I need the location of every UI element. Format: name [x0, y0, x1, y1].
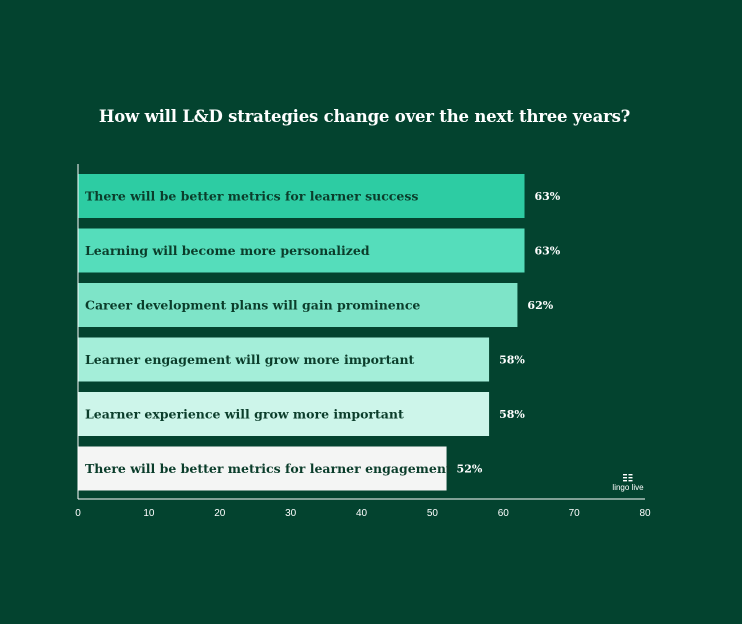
chart-title: How will L&D strategies change over the …	[98, 107, 631, 126]
bar-value-label-5: 58%	[499, 408, 525, 421]
bar-category-label-6: There will be better metrics for learner…	[85, 461, 452, 476]
brand-logo: lingo live	[604, 474, 652, 492]
lingo-live-logo-icon	[623, 474, 633, 482]
bars-group: There will be better metrics for learner…	[78, 174, 561, 491]
bar-5	[78, 392, 490, 436]
x-tick-label-30: 30	[285, 508, 297, 519]
bar-2	[78, 228, 525, 273]
x-tick-label-40: 40	[356, 508, 368, 519]
x-tick-label-0: 0	[75, 508, 81, 519]
bar-3	[78, 283, 518, 327]
bar-category-label-4: Learner engagement will grow more import…	[85, 352, 415, 367]
x-tick-label-60: 60	[498, 508, 510, 519]
bar-category-label-3: Career development plans will gain promi…	[85, 298, 420, 313]
axes-group: 0 10 20 30 40 50 60 70 80	[75, 164, 651, 519]
bar-value-label-1: 63%	[535, 190, 561, 203]
bar-1	[78, 174, 525, 218]
bar-value-label-6: 52%	[457, 463, 483, 476]
bar-value-label-3: 62%	[527, 299, 553, 312]
x-tick-label-10: 10	[143, 508, 155, 519]
x-tick-label-20: 20	[214, 508, 226, 519]
bar-category-label-2: Learning will become more personalized	[85, 243, 370, 258]
bar-value-label-4: 58%	[499, 354, 525, 367]
bar-6	[78, 446, 447, 491]
bar-4	[78, 337, 490, 382]
bar-category-label-5: Learner experience will grow more import…	[85, 407, 404, 422]
bar-category-label-1: There will be better metrics for learner…	[85, 189, 418, 204]
logo-text: lingo live	[612, 483, 644, 492]
x-tick-label-70: 70	[569, 508, 581, 519]
x-tick-label-50: 50	[427, 508, 439, 519]
x-tick-label-80: 80	[639, 508, 651, 519]
bar-value-label-2: 63%	[535, 245, 561, 258]
